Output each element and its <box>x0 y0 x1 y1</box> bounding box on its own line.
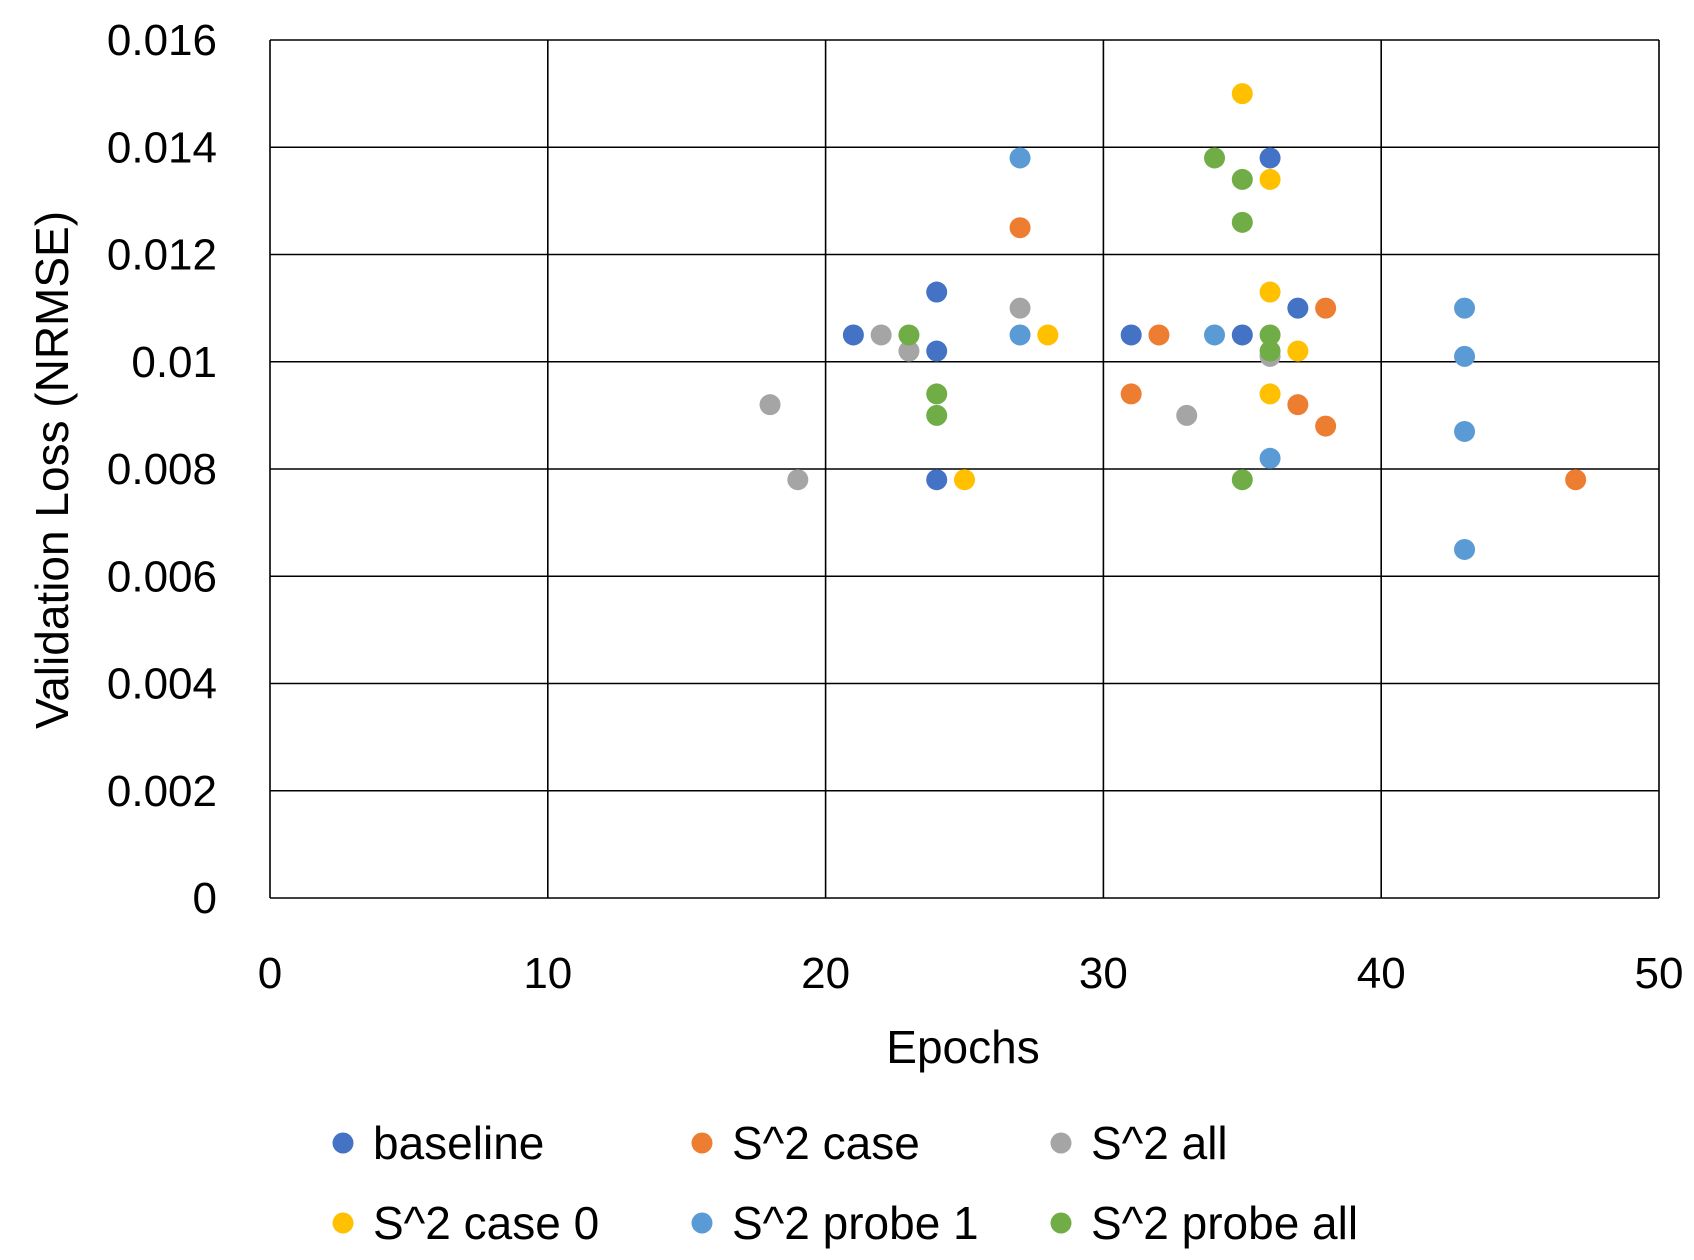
legend-marker <box>691 1212 713 1234</box>
legend-marker <box>1050 1132 1072 1154</box>
data-point <box>1287 340 1309 362</box>
y-tick-label: 0.016 <box>107 16 217 65</box>
legend-item: baseline <box>332 1117 544 1169</box>
data-point <box>954 469 975 491</box>
legend-label: S^2 probe 1 <box>732 1197 979 1249</box>
legend-label: S^2 case 0 <box>373 1197 599 1249</box>
legend-marker <box>691 1132 713 1154</box>
legend-item: S^2 probe all <box>1050 1197 1358 1249</box>
data-point <box>1204 147 1226 169</box>
data-point <box>759 394 781 416</box>
y-tick-label: 0.012 <box>107 231 217 280</box>
x-tick-label: 10 <box>523 949 572 998</box>
data-points <box>759 83 1587 560</box>
legend-item: S^2 case 0 <box>332 1197 599 1249</box>
data-point <box>787 469 809 491</box>
legend: baseline S^2 case S^2 all S^2 case 0 S^2 pro… <box>332 1117 1358 1249</box>
x-axis-tick-labels: 0 10 20 30 40 50 <box>258 949 1684 998</box>
data-point <box>926 404 948 426</box>
data-point <box>1315 297 1337 319</box>
data-point <box>1231 83 1253 105</box>
data-point <box>926 281 948 303</box>
legend-marker <box>332 1132 354 1154</box>
data-point <box>1287 297 1309 319</box>
y-tick-label: 0.006 <box>107 552 217 601</box>
legend-label: S^2 case <box>732 1117 920 1169</box>
legend-item: S^2 case <box>691 1117 920 1169</box>
data-point <box>1231 324 1253 346</box>
data-point <box>1259 281 1281 303</box>
data-point <box>1454 345 1476 367</box>
data-point <box>1009 297 1031 319</box>
data-point <box>1037 324 1059 346</box>
y-axis-title: Validation Loss (NRMSE) <box>26 211 78 729</box>
data-point <box>1148 324 1170 346</box>
data-point <box>1259 383 1281 405</box>
y-tick-label: 0.008 <box>107 445 217 494</box>
data-point <box>926 469 948 491</box>
x-tick-label: 0 <box>258 949 282 998</box>
data-point <box>1259 147 1281 169</box>
data-point <box>1454 420 1476 442</box>
legend-item: S^2 all <box>1050 1117 1228 1169</box>
x-axis-title: Epochs <box>886 1021 1039 1073</box>
data-point <box>898 340 920 362</box>
data-point <box>1259 324 1281 346</box>
data-point <box>1204 324 1226 346</box>
data-point <box>926 340 948 362</box>
y-tick-label: 0.002 <box>107 767 217 816</box>
y-tick-label: 0.014 <box>107 123 217 172</box>
y-tick-label: 0.004 <box>107 660 217 709</box>
data-point <box>1259 168 1281 190</box>
data-point <box>1120 383 1142 405</box>
data-point <box>1120 324 1142 346</box>
data-point <box>870 324 892 346</box>
data-point <box>1009 324 1031 346</box>
x-tick-label: 30 <box>1079 949 1128 998</box>
data-point <box>1259 447 1281 469</box>
data-point <box>926 383 948 405</box>
x-tick-label: 20 <box>801 949 850 998</box>
legend-label: baseline <box>373 1117 544 1169</box>
data-point <box>1231 469 1253 491</box>
x-tick-label: 40 <box>1357 949 1406 998</box>
data-point <box>1176 404 1198 426</box>
y-tick-label: 0 <box>193 874 217 923</box>
data-point <box>1287 394 1309 416</box>
data-point <box>1259 340 1281 362</box>
legend-marker <box>1050 1212 1072 1234</box>
data-point <box>1565 469 1587 491</box>
data-point <box>1231 168 1253 190</box>
data-point <box>1009 217 1031 239</box>
legend-label: S^2 all <box>1091 1117 1228 1169</box>
data-point <box>898 324 920 346</box>
data-point <box>1454 297 1476 319</box>
data-point <box>1231 211 1253 233</box>
y-axis-tick-labels: 0 0.002 0.004 0.006 0.008 0.01 0.012 0.014 0.016 <box>107 16 217 923</box>
legend-label: S^2 probe all <box>1091 1197 1358 1249</box>
data-point <box>1315 415 1337 437</box>
legend-marker <box>332 1212 354 1234</box>
data-point <box>1009 147 1031 169</box>
legend-item: S^2 probe 1 <box>691 1197 979 1249</box>
y-tick-label: 0.01 <box>131 338 217 387</box>
grid-lines <box>269 39 1660 899</box>
data-point <box>1454 538 1476 560</box>
x-tick-label: 50 <box>1635 949 1684 998</box>
data-point <box>842 324 864 346</box>
